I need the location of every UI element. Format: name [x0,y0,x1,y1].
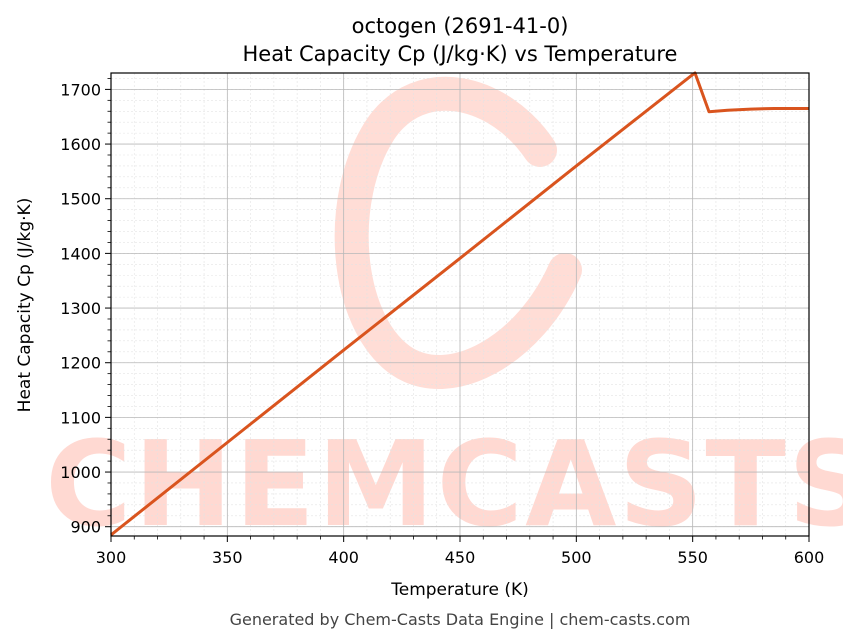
y-tick-label: 1300 [60,299,101,318]
y-tick-label: 1500 [60,190,101,209]
series-line-heat-capacity [110,71,809,537]
chart-subtitle: Heat Capacity Cp (J/kg·K) vs Temperature [243,42,678,66]
major-grid [110,73,810,536]
x-axis-ticks: 300 350 400 450 500 550 600 [96,536,825,567]
x-tick-label: 500 [561,548,592,567]
x-tick-label: 400 [328,548,359,567]
watermark: CHEMCASTS [45,76,843,553]
x-axis-label: Temperature (K) [390,580,529,600]
x-tick-label: 550 [677,548,708,567]
y-tick-label: 1000 [60,463,101,482]
x-tick-label: 300 [96,548,127,567]
footer-credit: Generated by Chem-Casts Data Engine | ch… [230,610,691,629]
y-tick-label: 1400 [60,244,101,263]
x-tick-label: 350 [212,548,243,567]
y-tick-label: 1200 [60,354,101,373]
y-tick-label: 1100 [60,408,101,427]
y-tick-label: 1700 [60,80,101,99]
watermark-logo-swirl [334,76,582,389]
chart-title: octogen (2691-41-0) [352,14,569,38]
x-tick-label: 600 [794,548,825,567]
watermark-text: CHEMCASTS [45,415,843,553]
y-axis-ticks: 900 1000 1100 1200 1300 1400 1500 1600 1700 [60,78,111,537]
y-axis-label: Heat Capacity Cp (J/kg·K) [15,198,35,413]
y-tick-label: 900 [70,518,101,537]
y-tick-label: 1600 [60,135,101,154]
x-tick-label: 450 [445,548,476,567]
